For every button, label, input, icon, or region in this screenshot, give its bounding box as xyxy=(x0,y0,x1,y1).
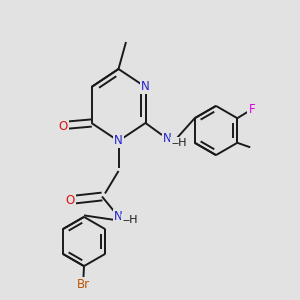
Text: O: O xyxy=(66,194,75,208)
Text: ‒H: ‒H xyxy=(122,214,138,225)
Text: N: N xyxy=(141,80,150,94)
Text: F: F xyxy=(248,103,255,116)
Text: N: N xyxy=(163,132,172,146)
Text: N: N xyxy=(114,134,123,148)
Text: Br: Br xyxy=(77,278,90,291)
Text: ‒H: ‒H xyxy=(171,137,187,148)
Text: O: O xyxy=(58,119,68,133)
Text: N: N xyxy=(114,209,123,223)
